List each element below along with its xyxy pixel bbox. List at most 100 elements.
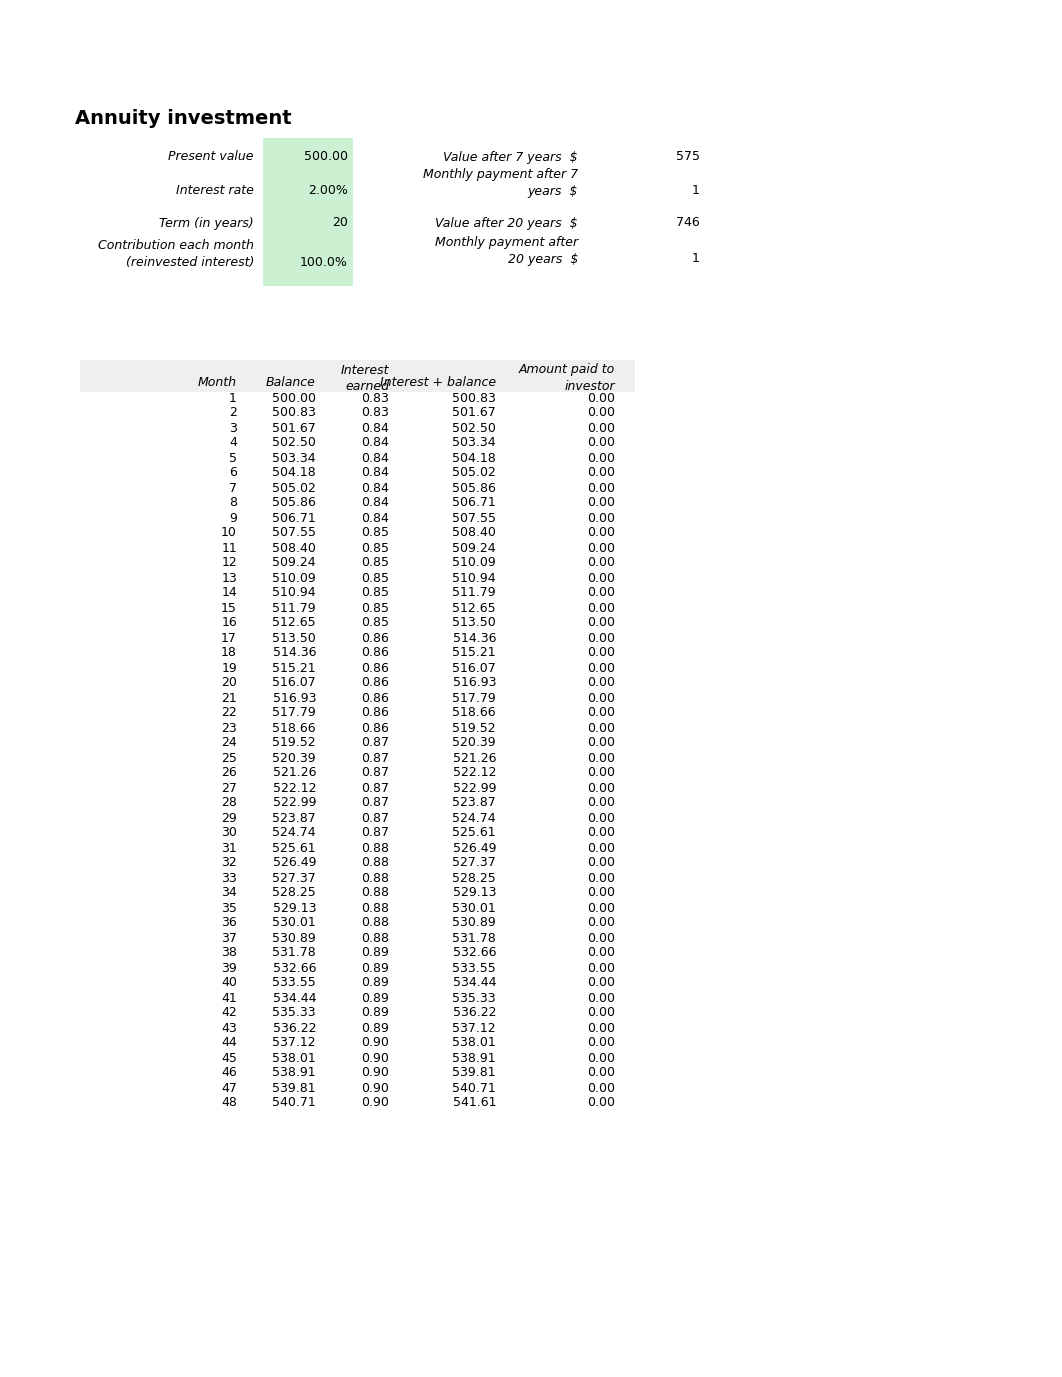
Text: 0.00: 0.00 xyxy=(587,902,615,914)
Text: 0.00: 0.00 xyxy=(587,887,615,899)
Text: 526.49: 526.49 xyxy=(452,841,496,855)
Text: 35: 35 xyxy=(221,902,237,914)
Text: 0.00: 0.00 xyxy=(587,452,615,464)
Text: 25: 25 xyxy=(221,752,237,764)
Text: 8: 8 xyxy=(229,497,237,509)
Text: 41: 41 xyxy=(221,991,237,1004)
Text: 520.39: 520.39 xyxy=(452,737,496,749)
Text: 508.40: 508.40 xyxy=(452,526,496,540)
Text: 0.00: 0.00 xyxy=(587,482,615,494)
Text: 17: 17 xyxy=(221,632,237,644)
Text: 47: 47 xyxy=(221,1081,237,1095)
Text: 502.50: 502.50 xyxy=(452,421,496,435)
Text: 525.61: 525.61 xyxy=(272,841,316,855)
Text: 501.67: 501.67 xyxy=(452,406,496,420)
Text: 500.83: 500.83 xyxy=(272,406,316,420)
Text: Contribution each month
(reinvested interest): Contribution each month (reinvested inte… xyxy=(98,240,254,269)
Text: 1: 1 xyxy=(229,391,237,405)
Text: 0.86: 0.86 xyxy=(361,676,389,690)
Text: 27: 27 xyxy=(221,782,237,795)
Text: 0.83: 0.83 xyxy=(361,406,389,420)
Text: 36: 36 xyxy=(221,917,237,929)
Text: 31: 31 xyxy=(221,841,237,855)
Text: 0.90: 0.90 xyxy=(361,1067,389,1080)
Text: 514.36: 514.36 xyxy=(273,646,316,660)
Text: 43: 43 xyxy=(221,1022,237,1034)
Text: 0.00: 0.00 xyxy=(587,961,615,975)
Text: 516.07: 516.07 xyxy=(272,676,316,690)
Text: 34: 34 xyxy=(221,887,237,899)
Text: 534.44: 534.44 xyxy=(273,991,316,1004)
Text: 2.00%: 2.00% xyxy=(308,185,348,197)
Text: 540.71: 540.71 xyxy=(452,1081,496,1095)
Text: 505.86: 505.86 xyxy=(452,482,496,494)
Text: 0.86: 0.86 xyxy=(361,691,389,705)
Text: 518.66: 518.66 xyxy=(452,706,496,720)
Text: 0.00: 0.00 xyxy=(587,587,615,599)
Text: 530.01: 530.01 xyxy=(272,917,316,929)
Text: 0.87: 0.87 xyxy=(361,737,389,749)
Text: 514.36: 514.36 xyxy=(452,632,496,644)
Text: Monthly payment after
20 years  $: Monthly payment after 20 years $ xyxy=(434,235,578,266)
Text: 0.87: 0.87 xyxy=(361,796,389,810)
Text: 0.87: 0.87 xyxy=(361,767,389,779)
Text: 11: 11 xyxy=(221,541,237,555)
Text: 33: 33 xyxy=(221,872,237,884)
Text: 529.13: 529.13 xyxy=(273,902,316,914)
Text: 506.71: 506.71 xyxy=(272,511,316,525)
Text: 502.50: 502.50 xyxy=(272,437,316,449)
Text: 539.81: 539.81 xyxy=(452,1067,496,1080)
Text: 0.00: 0.00 xyxy=(587,602,615,614)
Text: 15: 15 xyxy=(221,602,237,614)
Text: 0.00: 0.00 xyxy=(587,406,615,420)
Text: Value after 7 years  $: Value after 7 years $ xyxy=(443,150,578,164)
Text: 0.84: 0.84 xyxy=(361,421,389,435)
Text: 42: 42 xyxy=(221,1007,237,1019)
Bar xyxy=(80,359,635,392)
Text: 0.84: 0.84 xyxy=(361,482,389,494)
Text: 0.87: 0.87 xyxy=(361,752,389,764)
Text: 527.37: 527.37 xyxy=(272,872,316,884)
Text: 0.00: 0.00 xyxy=(587,467,615,479)
Text: 0.86: 0.86 xyxy=(361,632,389,644)
Text: 0.00: 0.00 xyxy=(587,1037,615,1049)
Text: 29: 29 xyxy=(221,811,237,825)
Text: Value after 20 years  $: Value after 20 years $ xyxy=(435,216,578,230)
Text: 0.86: 0.86 xyxy=(361,646,389,660)
Text: Monthly payment after 7
years  $: Monthly payment after 7 years $ xyxy=(423,168,578,198)
Text: 0.00: 0.00 xyxy=(587,526,615,540)
Text: 535.33: 535.33 xyxy=(272,1007,316,1019)
Text: 0.89: 0.89 xyxy=(361,961,389,975)
Text: 533.55: 533.55 xyxy=(452,961,496,975)
Text: 531.78: 531.78 xyxy=(452,931,496,945)
Text: 530.01: 530.01 xyxy=(452,902,496,914)
Text: 0.00: 0.00 xyxy=(587,1007,615,1019)
Text: 512.65: 512.65 xyxy=(452,602,496,614)
Text: Term (in years): Term (in years) xyxy=(159,216,254,230)
Text: 511.79: 511.79 xyxy=(452,587,496,599)
Text: 0.00: 0.00 xyxy=(587,1096,615,1110)
Text: 501.67: 501.67 xyxy=(272,421,316,435)
Text: 0.86: 0.86 xyxy=(361,706,389,720)
Text: 517.79: 517.79 xyxy=(272,706,316,720)
Text: 39: 39 xyxy=(221,961,237,975)
Text: 524.74: 524.74 xyxy=(272,826,316,840)
Text: 20: 20 xyxy=(332,216,348,230)
Text: 23: 23 xyxy=(221,722,237,734)
Text: 537.12: 537.12 xyxy=(272,1037,316,1049)
Text: 0.00: 0.00 xyxy=(587,437,615,449)
Text: 500.00: 500.00 xyxy=(272,391,316,405)
Text: 531.78: 531.78 xyxy=(272,946,316,960)
Text: 535.33: 535.33 xyxy=(452,991,496,1004)
Text: 0.00: 0.00 xyxy=(587,917,615,929)
Text: 528.25: 528.25 xyxy=(272,887,316,899)
Text: 522.99: 522.99 xyxy=(452,782,496,795)
Text: 12: 12 xyxy=(221,556,237,570)
Text: 0.00: 0.00 xyxy=(587,676,615,690)
Text: 0.87: 0.87 xyxy=(361,782,389,795)
Text: 16: 16 xyxy=(221,617,237,629)
Text: 0.00: 0.00 xyxy=(587,782,615,795)
Text: 0.00: 0.00 xyxy=(587,541,615,555)
Text: 536.22: 536.22 xyxy=(452,1007,496,1019)
Text: 529.13: 529.13 xyxy=(452,887,496,899)
